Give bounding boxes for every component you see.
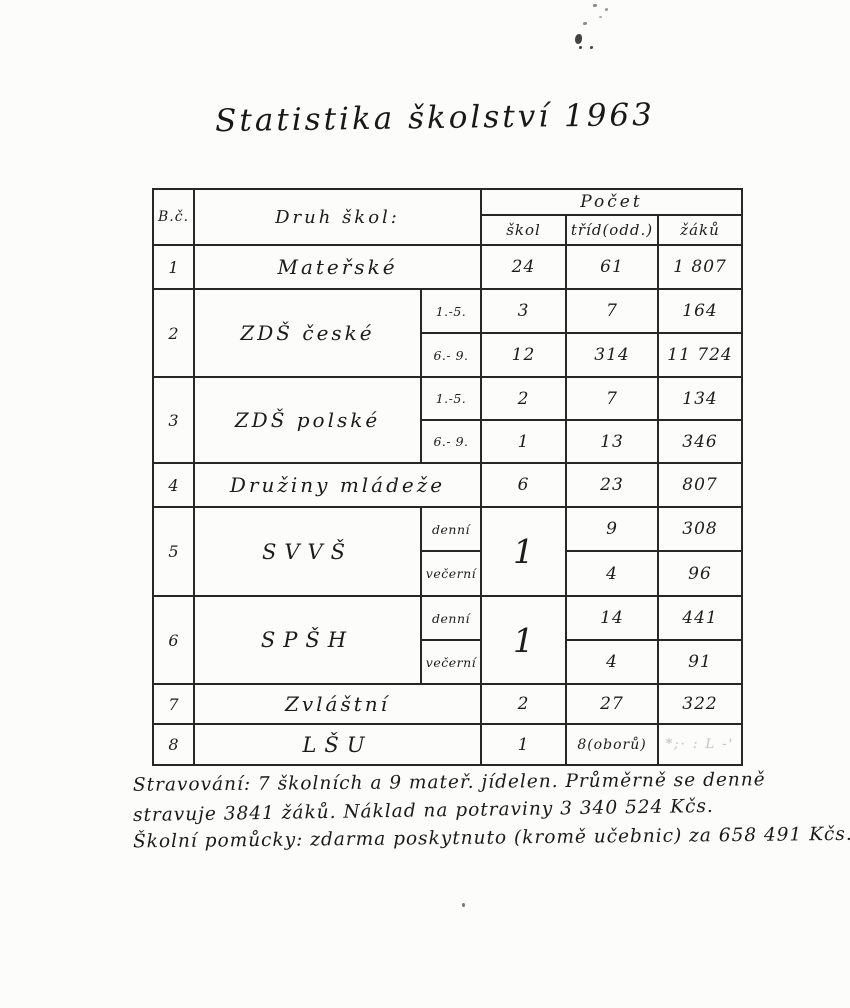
scan-smudge	[565, 2, 625, 57]
cell-school-type: Družiny mládeže	[193, 462, 482, 508]
cell-bc: 2	[152, 288, 195, 378]
note-skolni-pomucky: Školní pomůcky: zdarma poskytnuto (kromě…	[132, 823, 850, 853]
cell-zaku: 308	[657, 506, 743, 552]
table-row: 2 ZDŠ české 1.-5. 3 7 164	[152, 288, 743, 378]
cell-trid: 14	[565, 595, 659, 641]
cell-skol: 3	[480, 288, 567, 334]
cell-school-type: ZDŠ české	[193, 288, 422, 378]
cell-session-type: večerní	[420, 639, 482, 685]
header-skol: škol	[480, 214, 567, 246]
cell-zaku: 11 724	[657, 332, 743, 378]
table-row: 1 Mateřské 24 61 1 807	[152, 244, 743, 290]
table-row: 7 Zvláštní 2 27 322	[152, 683, 743, 725]
cell-school-type: SVVŠ	[193, 506, 422, 597]
cell-zaku: 164	[657, 288, 743, 334]
cell-school-type: Zvláštní	[193, 683, 482, 725]
cell-bc: 3	[152, 376, 195, 464]
table-header-row-2: škol tříd(odd.) žáků	[153, 214, 743, 246]
cell-bc: 1	[152, 244, 195, 290]
page-title: Statistika školství 1963	[214, 96, 656, 140]
cell-skol: 1	[480, 506, 567, 597]
header-bc: B.č.	[152, 188, 195, 246]
table-row: 6.- 9. 1 13 346	[153, 419, 743, 464]
stats-table: B.č. Druh škol: Počet škol tříd(odd.) žá…	[152, 188, 743, 766]
header-trid: tříd(odd.)	[565, 214, 659, 246]
cell-skol: 1	[480, 595, 567, 685]
cell-trid: 61	[565, 244, 659, 290]
header-druh-skol: Druh škol:	[193, 188, 482, 246]
cell-skol: 24	[480, 244, 567, 290]
cell-zaku: 441	[657, 595, 743, 641]
cell-grade-range: 1.-5.	[420, 376, 482, 421]
cell-skol: 1	[480, 419, 567, 464]
cell-skol: 2	[480, 683, 567, 725]
cell-trid: 4	[565, 550, 659, 597]
cell-school-type: ZDŠ polské	[193, 376, 422, 464]
note-stravovani-2: stravuje 3841 žáků. Náklad na potraviny …	[132, 795, 714, 827]
cell-zaku: 807	[657, 462, 743, 508]
cell-zaku-faded: *;· : L -'	[657, 723, 743, 766]
header-zaku: žáků	[657, 214, 743, 246]
cell-trid: 7	[565, 376, 659, 421]
cell-bc: 5	[152, 506, 195, 597]
cell-zaku: 322	[657, 683, 743, 725]
cell-zaku: 134	[657, 376, 743, 421]
cell-skol: 6	[480, 462, 567, 508]
table-row: 5 SVVŠ denní 1 9 308	[152, 506, 743, 597]
table-row: 8 LŠU 1 8(oborů) *;· : L -'	[152, 723, 743, 766]
cell-session-type: denní	[420, 506, 482, 552]
cell-trid: 13	[565, 419, 659, 464]
table-row: 3 ZDŠ polské 1.-5. 2 7 134	[152, 376, 743, 464]
cell-grade-range: 1.-5.	[420, 288, 482, 334]
cell-trid: 8(oborů)	[565, 723, 659, 766]
cell-trid: 314	[565, 332, 659, 378]
table-row: večerní 4 91	[153, 639, 743, 685]
header-pocet: Počet	[480, 188, 743, 216]
cell-trid: 4	[565, 639, 659, 685]
cell-trid: 23	[565, 462, 659, 508]
note-stravovani: Stravování: 7 školních a 9 mateř. jídele…	[132, 769, 766, 796]
cell-school-type: SPŠH	[193, 595, 422, 685]
handwritten-notes: Stravování: 7 školních a 9 mateř. jídele…	[132, 769, 850, 852]
cell-skol: 2	[480, 376, 567, 421]
cell-zaku: 96	[657, 550, 743, 597]
cell-trid: 9	[565, 506, 659, 552]
cell-school-type: LŠU	[193, 723, 482, 766]
scan-speck	[462, 903, 465, 907]
cell-session-type: večerní	[420, 550, 482, 597]
cell-grade-range: 6.- 9.	[420, 419, 482, 464]
cell-trid: 7	[565, 288, 659, 334]
cell-school-type: Mateřské	[193, 244, 482, 290]
table-row: večerní 4 96	[153, 550, 743, 597]
cell-bc: 7	[152, 683, 195, 725]
cell-grade-range: 6.- 9.	[420, 332, 482, 378]
cell-zaku: 1 807	[657, 244, 743, 290]
cell-bc: 6	[152, 595, 195, 685]
table-row: 6.- 9. 12 314 11 724	[153, 332, 743, 378]
cell-bc: 4	[152, 462, 195, 508]
cell-skol: 1	[480, 723, 567, 766]
cell-session-type: denní	[420, 595, 482, 641]
table-row: 6 SPŠH denní 1 14 441	[152, 595, 743, 685]
cell-skol: 12	[480, 332, 567, 378]
table-header-row-1: B.č. Druh škol: Počet	[152, 188, 743, 246]
cell-trid: 27	[565, 683, 659, 725]
table-row: 4 Družiny mládeže 6 23 807	[152, 462, 743, 508]
cell-bc: 8	[152, 723, 195, 766]
cell-zaku: 346	[657, 419, 743, 464]
cell-zaku: 91	[657, 639, 743, 685]
